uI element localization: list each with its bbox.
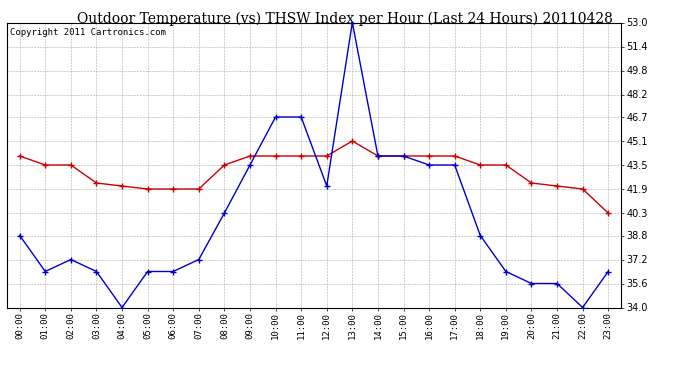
Text: Copyright 2011 Cartronics.com: Copyright 2011 Cartronics.com	[10, 28, 166, 37]
Text: Outdoor Temperature (vs) THSW Index per Hour (Last 24 Hours) 20110428: Outdoor Temperature (vs) THSW Index per …	[77, 11, 613, 26]
